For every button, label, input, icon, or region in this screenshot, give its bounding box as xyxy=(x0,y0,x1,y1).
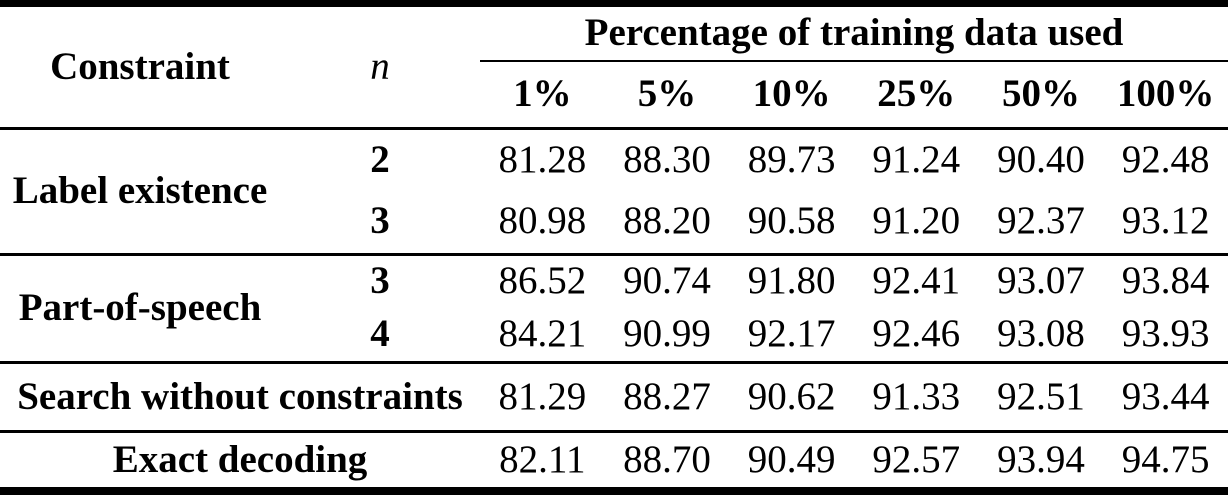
n-value: 2 xyxy=(370,138,390,182)
cell-value: 93.94 xyxy=(997,437,1085,481)
cell-value: 90.49 xyxy=(747,437,836,481)
cell-value: 81.28 xyxy=(498,138,587,182)
cell-value: 84.21 xyxy=(480,308,605,365)
table-row-label-existence-n2: Label existence 2 81.28 88.30 89.73 91.2… xyxy=(0,128,1228,256)
cell-value: 88.27 xyxy=(604,362,730,433)
cell-value: 92.51 xyxy=(978,362,1104,433)
cell-value: 91.33 xyxy=(853,362,979,433)
col-header-50pct: 50% xyxy=(978,60,1104,131)
cell-value: 88.20 xyxy=(604,191,730,256)
cell-value: 93.08 xyxy=(978,308,1104,365)
cell-value: 90.99 xyxy=(604,308,730,365)
cell-value: 82.11 xyxy=(499,437,586,481)
cell-value: 92.57 xyxy=(872,437,961,481)
cell-value: 88.70 xyxy=(623,437,711,481)
n-value: 3 xyxy=(280,191,480,256)
cell-value: 93.84 xyxy=(1121,259,1210,303)
cell-value: 94.75 xyxy=(1121,437,1210,481)
cell-value: 91.20 xyxy=(853,191,979,256)
header-row-group: Constraint n Percentage of training data… xyxy=(0,3,1228,131)
row-label-search-without-constraints: Search without constraints xyxy=(0,362,480,433)
row-label-label-existence: Label existence xyxy=(0,128,280,256)
group-column-header: Percentage of training data used xyxy=(480,3,1228,62)
cell-value: 91.24 xyxy=(872,138,961,182)
cell-value: 81.29 xyxy=(480,362,605,433)
header-row-percentages: 1% 5% 10% 25% 50% 100% xyxy=(0,60,1228,131)
cell-value: 90.62 xyxy=(729,362,854,433)
table-row-search-without-constraints: Search without constraints 81.29 88.27 9… xyxy=(0,362,1228,433)
cell-value: 93.44 xyxy=(1103,362,1228,433)
cell-value: 92.37 xyxy=(978,191,1104,256)
cell-value: 93.12 xyxy=(1103,191,1228,256)
table-row-exact-decoding: Exact decoding 82.11 88.70 90.49 92.57 9… xyxy=(0,431,1228,491)
col-header-5pct: 5% xyxy=(604,60,730,131)
row-label-part-of-speech: Part-of-speech xyxy=(0,254,280,365)
table-row-label-existence-n3: 3 80.98 88.20 90.58 91.20 92.37 93.12 xyxy=(0,191,1228,256)
row-label-exact-decoding: Exact decoding xyxy=(112,437,368,481)
n-value: 3 xyxy=(370,259,390,303)
col-header-25pct: 25% xyxy=(853,60,979,131)
table-row-part-of-speech-n3: Part-of-speech 3 86.52 90.74 91.80 92.41… xyxy=(0,254,1228,365)
cell-value: 91.80 xyxy=(747,259,836,303)
constraint-column-header: Constraint xyxy=(0,3,280,131)
cell-value: 92.17 xyxy=(729,308,854,365)
cell-value: 92.41 xyxy=(872,259,961,303)
cell-value: 86.52 xyxy=(498,259,587,303)
col-header-1pct: 1% xyxy=(480,60,605,131)
cell-value: 80.98 xyxy=(480,191,605,256)
cell-value: 92.46 xyxy=(853,308,979,365)
cell-value: 88.30 xyxy=(623,138,711,182)
cell-value: 90.58 xyxy=(729,191,854,256)
col-header-10pct: 10% xyxy=(729,60,854,131)
table-row-part-of-speech-n4: 4 84.21 90.99 92.17 92.46 93.08 93.93 xyxy=(0,308,1228,365)
cell-value: 90.74 xyxy=(623,259,711,303)
col-header-100pct: 100% xyxy=(1103,60,1228,131)
n-column-header: n xyxy=(280,3,480,131)
cell-value: 93.93 xyxy=(1103,308,1228,365)
cell-value: 92.48 xyxy=(1121,138,1210,182)
cell-value: 93.07 xyxy=(997,259,1085,303)
n-value: 4 xyxy=(280,308,480,365)
cell-value: 89.73 xyxy=(747,138,836,182)
cell-value: 90.40 xyxy=(997,138,1085,182)
